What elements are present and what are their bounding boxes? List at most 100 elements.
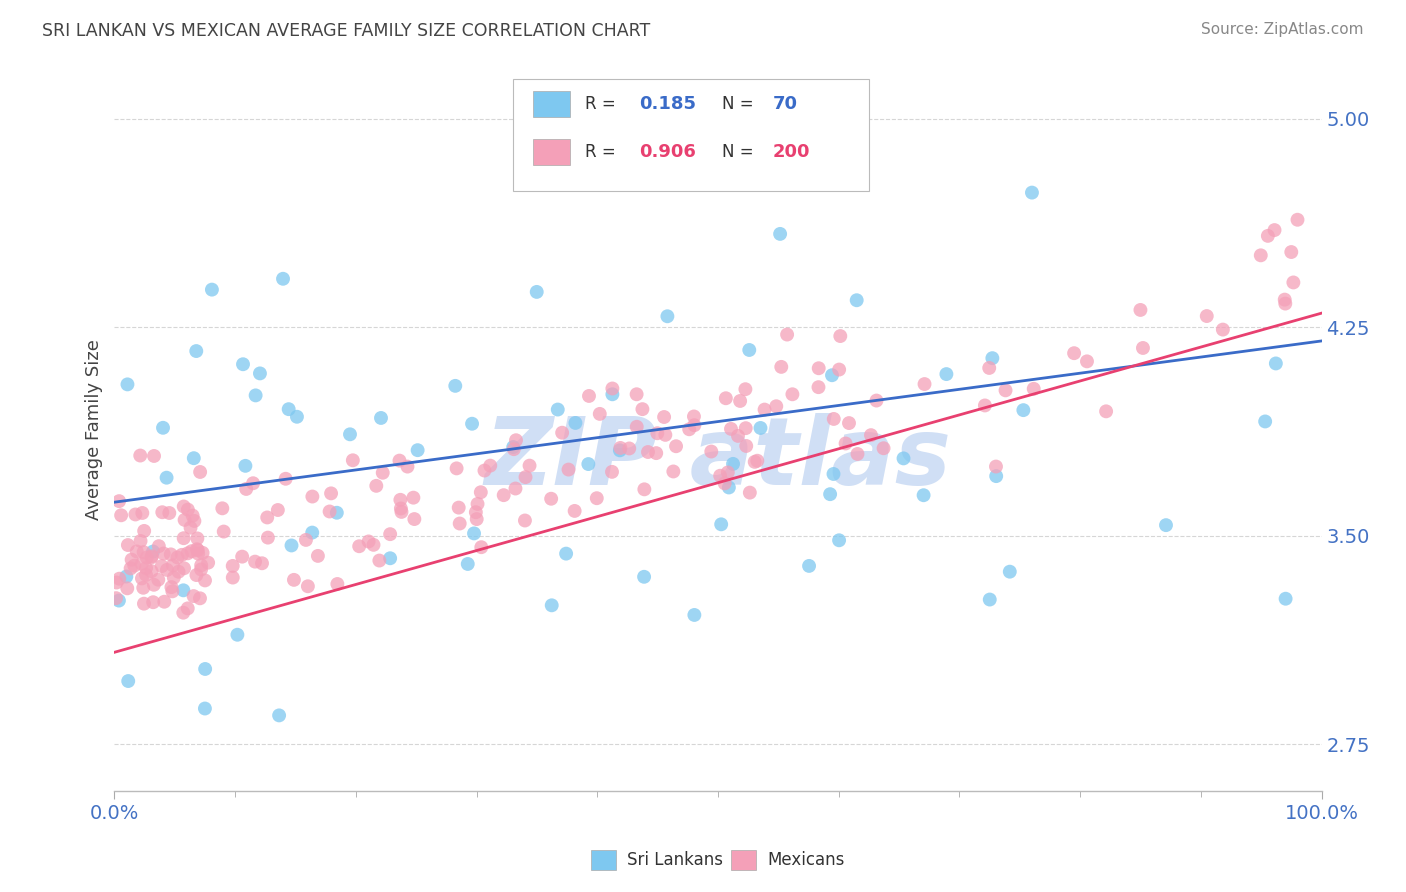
Point	[172, 583, 194, 598]
Point	[513, 514, 536, 528]
Point	[249, 367, 271, 381]
Point	[652, 410, 675, 425]
Point	[665, 439, 688, 453]
Point	[467, 497, 489, 511]
Point	[142, 578, 165, 592]
Point	[519, 458, 541, 473]
Point	[585, 491, 607, 506]
Point	[1274, 293, 1296, 307]
Point	[464, 505, 486, 519]
Point	[190, 558, 212, 573]
Point	[117, 674, 139, 689]
Point	[167, 565, 190, 579]
Point	[141, 564, 163, 578]
Point	[479, 458, 502, 473]
Point	[564, 416, 586, 430]
Text: SRI LANKAN VS MEXICAN AVERAGE FAMILY SIZE CORRELATION CHART: SRI LANKAN VS MEXICAN AVERAGE FAMILY SIZ…	[42, 22, 651, 40]
Point	[1274, 296, 1296, 310]
Point	[157, 506, 180, 520]
Point	[714, 391, 737, 405]
Point	[1154, 518, 1177, 533]
Point	[727, 429, 749, 443]
Point	[131, 506, 153, 520]
Point	[201, 283, 224, 297]
Point	[378, 551, 401, 566]
Point	[160, 580, 183, 594]
Point	[657, 310, 679, 324]
Point	[846, 447, 869, 461]
Point	[986, 469, 1008, 483]
Point	[389, 492, 412, 507]
Point	[257, 531, 280, 545]
Point	[770, 359, 793, 374]
FancyBboxPatch shape	[533, 91, 569, 117]
Text: N =: N =	[721, 143, 754, 161]
Point	[1022, 382, 1045, 396]
Point	[326, 506, 349, 520]
Point	[389, 501, 412, 516]
Point	[173, 513, 195, 527]
Point	[709, 468, 731, 483]
Text: 0.906: 0.906	[640, 143, 696, 161]
Point	[683, 418, 706, 433]
Point	[505, 482, 527, 496]
Point	[818, 487, 841, 501]
Point	[170, 548, 193, 562]
Point	[821, 368, 844, 383]
Point	[647, 426, 669, 441]
Text: 70: 70	[772, 95, 797, 113]
Point	[734, 382, 756, 396]
Point	[834, 436, 856, 450]
Point	[108, 494, 131, 508]
Point	[602, 387, 624, 401]
Point	[1129, 302, 1152, 317]
Point	[180, 544, 202, 558]
Point	[190, 562, 212, 576]
Point	[256, 510, 278, 524]
Point	[1254, 414, 1277, 428]
Point	[131, 557, 153, 571]
Point	[1263, 223, 1285, 237]
Point	[845, 293, 868, 308]
Point	[734, 421, 756, 435]
Point	[713, 476, 735, 491]
Text: 0.185: 0.185	[640, 95, 696, 113]
Point	[721, 457, 744, 471]
Point	[1282, 276, 1305, 290]
Point	[242, 476, 264, 491]
Point	[243, 555, 266, 569]
Point	[505, 434, 527, 448]
Point	[872, 442, 894, 456]
Point	[402, 491, 425, 505]
Point	[765, 399, 787, 413]
Point	[141, 550, 163, 565]
Point	[378, 527, 401, 541]
Point	[769, 227, 792, 241]
Point	[150, 559, 173, 574]
Point	[295, 533, 318, 547]
Point	[994, 384, 1017, 398]
Point	[142, 595, 165, 609]
Point	[135, 567, 157, 582]
Point	[492, 488, 515, 502]
Point	[626, 387, 648, 401]
Point	[187, 543, 209, 558]
Point	[342, 453, 364, 467]
Point	[183, 589, 205, 603]
Point	[135, 561, 157, 575]
Point	[1063, 346, 1085, 360]
Point	[124, 508, 146, 522]
Point	[226, 628, 249, 642]
Point	[194, 662, 217, 676]
Point	[515, 470, 537, 484]
Point	[301, 490, 323, 504]
Point	[1132, 341, 1154, 355]
Point	[447, 500, 470, 515]
Point	[173, 500, 195, 514]
Point	[683, 409, 706, 424]
Point	[194, 574, 217, 588]
Point	[370, 411, 392, 425]
Point	[166, 550, 188, 565]
Point	[148, 573, 170, 587]
Point	[935, 367, 957, 381]
